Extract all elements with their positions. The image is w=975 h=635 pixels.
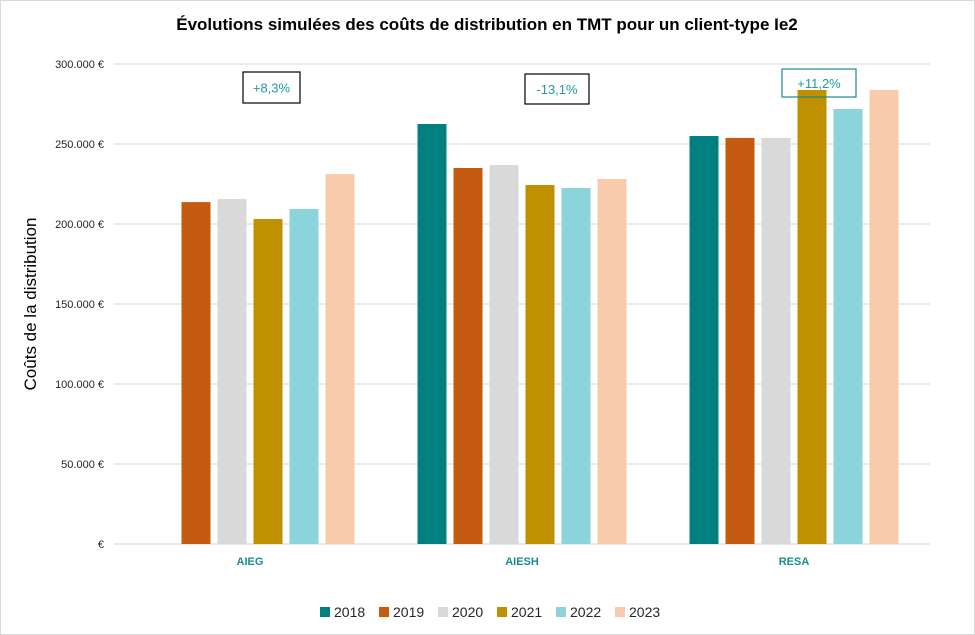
legend-label: 2020 <box>452 604 483 620</box>
annotation-text: +8,3% <box>253 81 291 96</box>
annotation-resa: +11,2% <box>781 68 857 98</box>
legend-item-2021: 2021 <box>497 604 542 620</box>
bar-aieg-2022 <box>289 208 319 544</box>
legend-label: 2018 <box>334 604 365 620</box>
bar-resa-2019 <box>725 137 755 545</box>
annotation-text: +11,2% <box>797 76 841 91</box>
legend-item-2022: 2022 <box>556 604 601 620</box>
bar-resa-2023 <box>869 89 899 545</box>
y-tick-label: 50.000 € <box>61 459 104 471</box>
annotation-box <box>781 68 857 98</box>
legend-item-2019: 2019 <box>379 604 424 620</box>
bar-resa-2018 <box>689 136 719 544</box>
bar-aiesh-2020 <box>489 164 519 544</box>
bar-aieg-2021 <box>253 219 283 545</box>
x-tick-label: AIESH <box>505 556 539 568</box>
legend-swatch <box>320 607 330 617</box>
bar-aiesh-2021 <box>525 184 555 544</box>
bar-aieg-2020 <box>217 199 247 545</box>
legend-label: 2023 <box>629 604 660 620</box>
bar-resa-2022 <box>833 108 863 545</box>
x-axis-ticks: AIEG AIESH RESA <box>237 556 810 568</box>
annotation-aieg: +8,3% <box>242 71 301 104</box>
y-axis-label: Coûts de la distribution <box>21 218 40 391</box>
legend-swatch <box>497 607 507 617</box>
bar-aiesh-2023 <box>597 179 627 545</box>
y-tick-label: 250.000 € <box>55 139 104 151</box>
bar-aieg-2023 <box>325 174 355 544</box>
y-tick-label: 300.000 € <box>55 59 104 71</box>
x-tick-label: RESA <box>779 556 810 568</box>
legend: 2018 2019 2020 2021 2022 2023 <box>320 604 660 620</box>
annotation-aiesh: -13,1% <box>524 73 590 105</box>
x-tick-label: AIEG <box>237 556 264 568</box>
legend-item-2018: 2018 <box>320 604 365 620</box>
y-tick-label: € <box>98 539 104 551</box>
annotation-box <box>242 71 301 104</box>
annotations: +8,3% -13,1% +11,2% <box>242 68 857 105</box>
bar-resa-2020 <box>761 137 791 545</box>
bar-aiesh-2018 <box>417 124 447 544</box>
legend-item-2020: 2020 <box>438 604 483 620</box>
legend-label: 2022 <box>570 604 601 620</box>
bar-aieg-2019 <box>181 202 211 544</box>
legend-label: 2021 <box>511 604 542 620</box>
annotation-text: -13,1% <box>536 82 578 97</box>
bar-resa-2021 <box>797 89 827 545</box>
bar-aiesh-2019 <box>453 168 483 544</box>
y-tick-label: 200.000 € <box>55 219 104 231</box>
annotation-box <box>524 73 590 105</box>
legend-swatch <box>438 607 448 617</box>
chart-title: Évolutions simulées des coûts de distrib… <box>176 15 798 34</box>
y-axis-ticks: €50.000 € 100.000 € 150.000 € 200.000 € 250.… <box>55 59 104 551</box>
legend-label: 2019 <box>393 604 424 620</box>
bar-aiesh-2022 <box>561 188 591 544</box>
bars <box>181 89 899 545</box>
y-tick-label: 150.000 € <box>55 299 104 311</box>
y-tick-label: 100.000 € <box>55 379 104 391</box>
legend-swatch <box>556 607 566 617</box>
legend-item-2023: 2023 <box>615 604 660 620</box>
legend-swatch <box>615 607 625 617</box>
gridlines <box>114 63 930 545</box>
legend-swatch <box>379 607 389 617</box>
